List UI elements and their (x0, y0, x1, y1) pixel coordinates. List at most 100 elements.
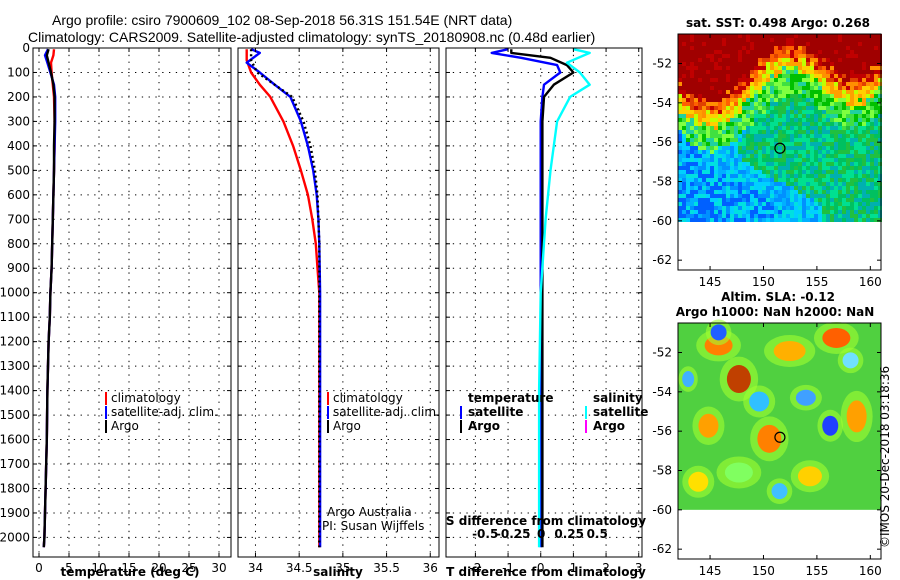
sst-cell (718, 106, 722, 110)
sst-cell (834, 178, 838, 182)
sst-cell (694, 110, 698, 114)
sst-cell (702, 142, 706, 146)
sst-cell (762, 210, 766, 214)
sst-cell (746, 38, 750, 42)
lon-tick-label: 145 (699, 275, 722, 289)
sst-cell (726, 194, 730, 198)
sst-cell (846, 110, 850, 114)
sst-cell (726, 174, 730, 178)
sst-cell (782, 126, 786, 130)
depth-tick-label: 1800 (0, 481, 30, 495)
sst-cell (682, 90, 686, 94)
sst-cell (834, 130, 838, 134)
sst-cell (786, 134, 790, 138)
sst-cell (754, 130, 758, 134)
sst-cell (834, 126, 838, 130)
sst-cell (838, 78, 842, 82)
sst-cell (702, 202, 706, 206)
sst-cell (878, 138, 882, 142)
sst-cell (762, 78, 766, 82)
sst-cell (842, 130, 846, 134)
sst-cell (818, 134, 822, 138)
sst-cell (806, 86, 810, 90)
sst-cell (694, 98, 698, 102)
sst-cell (706, 70, 710, 74)
sst-cell (782, 102, 786, 106)
top-tick-label: -0.25 (496, 527, 531, 541)
sst-cell (830, 190, 834, 194)
sst-cell (822, 94, 826, 98)
sst-cell (850, 62, 854, 66)
sst-cell (842, 186, 846, 190)
lon-tick-label: 160 (859, 564, 882, 578)
sst-cell (750, 170, 754, 174)
sst-cell (710, 170, 714, 174)
sst-cell (822, 66, 826, 70)
sst-cell (738, 62, 742, 66)
sst-cell (738, 214, 742, 218)
sst-cell (838, 118, 842, 122)
sst-cell (742, 154, 746, 158)
sst-cell (802, 38, 806, 42)
sst-cell (874, 190, 878, 194)
sst-cell (806, 166, 810, 170)
sla-eddy (724, 462, 753, 483)
sst-cell (722, 218, 726, 222)
sst-cell (834, 150, 838, 154)
sst-cell (786, 146, 790, 150)
sst-cell (786, 162, 790, 166)
sst-cell (694, 190, 698, 194)
sst-cell (758, 66, 762, 70)
salinity-panel: 34 34.5 35 35.5 36 salinity climatology sate… (237, 47, 440, 579)
sst-cell (862, 198, 866, 202)
sst-cell (802, 70, 806, 74)
sst-cell (770, 54, 774, 58)
sst-cell (778, 38, 782, 42)
temperature-xlabel: temperature (deg C) (61, 565, 200, 579)
sst-cell (754, 34, 758, 38)
sst-cell (694, 94, 698, 98)
sst-cell (810, 142, 814, 146)
sst-cell (830, 90, 834, 94)
sst-cell (758, 182, 762, 186)
sst-cell (682, 134, 686, 138)
sst-cell (866, 158, 870, 162)
sst-cell (770, 66, 774, 70)
sst-cell (794, 198, 798, 202)
sst-cell (754, 90, 758, 94)
sst-cell (730, 186, 734, 190)
sst-cell (754, 158, 758, 162)
sst-cell (774, 62, 778, 66)
sst-cell (850, 114, 854, 118)
sst-cell (826, 38, 830, 42)
sst-cell (762, 50, 766, 54)
sst-cell (790, 62, 794, 66)
sst-cell (818, 218, 822, 222)
sst-cell (854, 102, 858, 106)
sst-cell (798, 50, 802, 54)
lat-tick-label: -54 (652, 385, 672, 399)
sst-cell (686, 50, 690, 54)
sst-cell (790, 214, 794, 218)
sst-cell (750, 198, 754, 202)
sst-cell (874, 94, 878, 98)
sst-cell (866, 186, 870, 190)
sst-cell (754, 42, 758, 46)
sst-cell (874, 86, 878, 90)
sst-cell (850, 186, 854, 190)
sst-cell (770, 154, 774, 158)
sst-cell (754, 62, 758, 66)
sst-cell (854, 150, 858, 154)
sst-cell (726, 90, 730, 94)
sst-cell (686, 58, 690, 62)
sst-cell (694, 102, 698, 106)
sst-cell (694, 150, 698, 154)
sst-cell (838, 94, 842, 98)
sst-cell (702, 210, 706, 214)
sst-cell (682, 58, 686, 62)
sst-cell (790, 42, 794, 46)
sst-cell (774, 126, 778, 130)
sst-cell (774, 114, 778, 118)
sst-cell (726, 130, 730, 134)
sst-cell (838, 178, 842, 182)
